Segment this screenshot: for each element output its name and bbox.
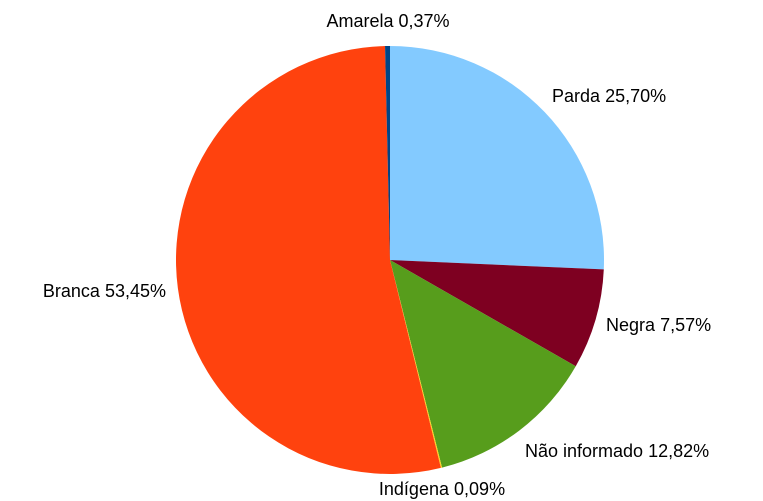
slice-label: Branca 53,45% bbox=[43, 281, 166, 301]
value-label: 12,82% bbox=[648, 441, 709, 461]
pie-slice bbox=[390, 46, 604, 270]
pie-slice bbox=[390, 260, 443, 468]
slice-label: Parda 25,70% bbox=[552, 86, 666, 106]
value-label: 0,37% bbox=[399, 11, 450, 31]
category-name: Branca bbox=[43, 281, 101, 301]
category-name: Não informado bbox=[525, 441, 643, 461]
value-label: 25,70% bbox=[605, 86, 666, 106]
pie-slice bbox=[390, 260, 576, 468]
value-label: 0,09% bbox=[454, 479, 505, 499]
pie-slice bbox=[175, 46, 441, 474]
category-name: Parda bbox=[552, 86, 601, 106]
value-label: 53,45% bbox=[105, 281, 166, 301]
slice-label: Negra 7,57% bbox=[606, 315, 711, 335]
category-name: Negra bbox=[606, 315, 656, 335]
pie-slice bbox=[390, 260, 604, 367]
slice-label: Amarela 0,37% bbox=[326, 11, 449, 31]
slice-label: Indígena 0,09% bbox=[379, 479, 505, 499]
pie-slice bbox=[385, 46, 390, 260]
category-name: Amarela bbox=[326, 11, 394, 31]
slice-label: Não informado 12,82% bbox=[525, 441, 709, 461]
value-label: 7,57% bbox=[660, 315, 711, 335]
category-name: Indígena bbox=[379, 479, 450, 499]
